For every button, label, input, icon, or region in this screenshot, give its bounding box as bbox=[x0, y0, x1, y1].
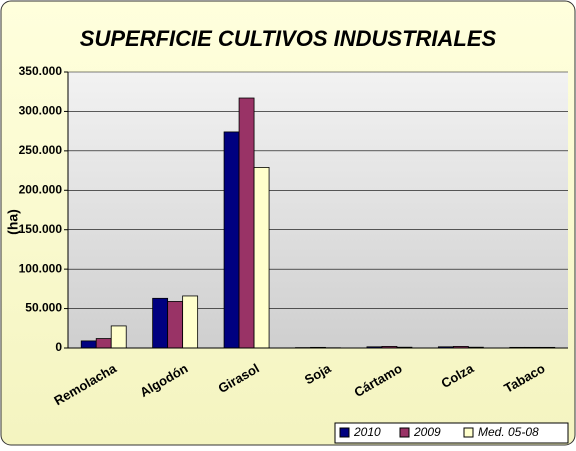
legend-swatch bbox=[464, 428, 473, 437]
legend-label: Med. 05-08 bbox=[478, 425, 539, 439]
y-tick-label: 0 bbox=[55, 340, 62, 354]
y-tick-label: 300.000 bbox=[19, 104, 63, 118]
bar bbox=[224, 132, 239, 348]
legend-swatch bbox=[340, 428, 349, 437]
y-tick-label: 250.000 bbox=[19, 143, 63, 157]
bar bbox=[168, 301, 183, 348]
y-tick-label: 350.000 bbox=[19, 64, 63, 78]
legend-label: 2010 bbox=[353, 425, 381, 439]
bar bbox=[183, 296, 198, 348]
legend-swatch bbox=[400, 428, 409, 437]
y-tick-label: 100.000 bbox=[19, 261, 63, 275]
y-tick-label: 200.000 bbox=[19, 182, 63, 196]
bar bbox=[96, 339, 111, 348]
bar bbox=[111, 326, 126, 348]
plot-area bbox=[68, 72, 568, 348]
bar bbox=[153, 298, 168, 348]
bar bbox=[254, 167, 269, 348]
y-tick-label: 150.000 bbox=[19, 222, 63, 236]
y-tick-label: 50.000 bbox=[25, 301, 62, 315]
chart-title: SUPERFICIE CULTIVOS INDUSTRIALES bbox=[80, 26, 497, 51]
bar bbox=[81, 341, 96, 348]
legend-label: 2009 bbox=[413, 425, 441, 439]
bar bbox=[239, 98, 254, 348]
